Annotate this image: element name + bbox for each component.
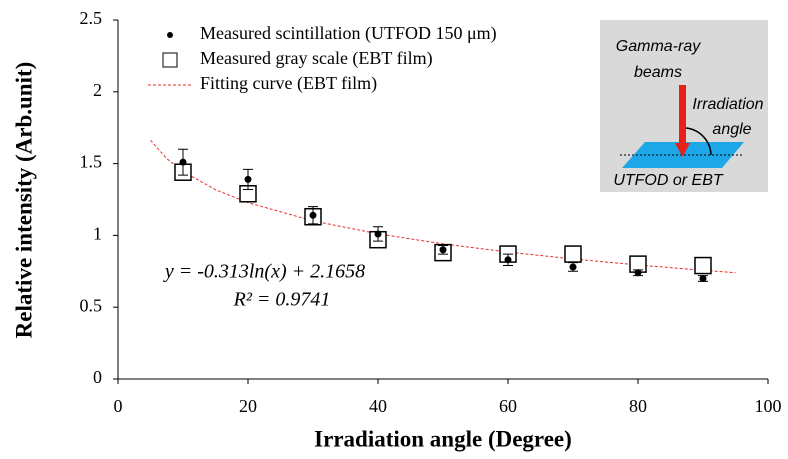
x-axis-title: Irradiation angle (Degree)	[314, 426, 572, 451]
y-tick-label: 1	[93, 224, 102, 244]
legend-marker	[162, 52, 178, 68]
y-tick-label: 0.5	[80, 295, 103, 315]
angle-arc	[685, 127, 712, 156]
dot-marker	[634, 269, 642, 277]
y-tick-label: 2	[93, 80, 102, 100]
y-axis-title: Relative intensity (Arb.unit)	[11, 62, 36, 339]
dot-marker	[504, 256, 512, 264]
x-tick-label: 20	[239, 396, 257, 416]
y-tick-label: 0	[93, 367, 102, 387]
inset-label: beams	[634, 64, 682, 81]
x-tick-label: 0	[114, 396, 123, 416]
legend-marker	[167, 32, 173, 38]
equation: y = -0.313ln(x) + 2.1658	[163, 261, 365, 283]
dot-marker	[244, 175, 252, 183]
x-tick-label: 60	[499, 396, 517, 416]
y-tick-label: 2.5	[80, 8, 103, 28]
inset: Gamma-ray beams Irradiation angle UTFOD …	[600, 20, 768, 192]
inset-label: Irradiation	[692, 96, 763, 113]
inset-label: Gamma-ray	[616, 38, 701, 55]
x-tick-label: 40	[369, 396, 387, 416]
square-marker	[694, 256, 712, 275]
r-squared: R² = 0.9741	[233, 289, 331, 311]
square-marker	[564, 245, 582, 263]
dot-marker	[179, 158, 187, 166]
x-tick-label: 80	[629, 396, 647, 416]
legend-label: Fitting curve (EBT film)	[200, 73, 377, 94]
dot-marker	[569, 263, 577, 271]
x-tick-label: 100	[755, 396, 782, 416]
legend-label: Measured gray scale (EBT film)	[200, 48, 433, 69]
beam-arrow-head	[675, 143, 690, 157]
dot-marker	[439, 246, 447, 254]
inset-label: UTFOD or EBT	[613, 172, 724, 189]
beam-arrow	[679, 85, 686, 143]
y-tick-label: 1.5	[80, 152, 103, 172]
inset-label: angle	[712, 121, 751, 138]
legend-label: Measured scintillation (UTFOD 150 μm)	[200, 23, 497, 44]
dot-marker	[309, 211, 317, 219]
dot-marker	[374, 230, 382, 238]
dot-marker	[699, 274, 707, 282]
